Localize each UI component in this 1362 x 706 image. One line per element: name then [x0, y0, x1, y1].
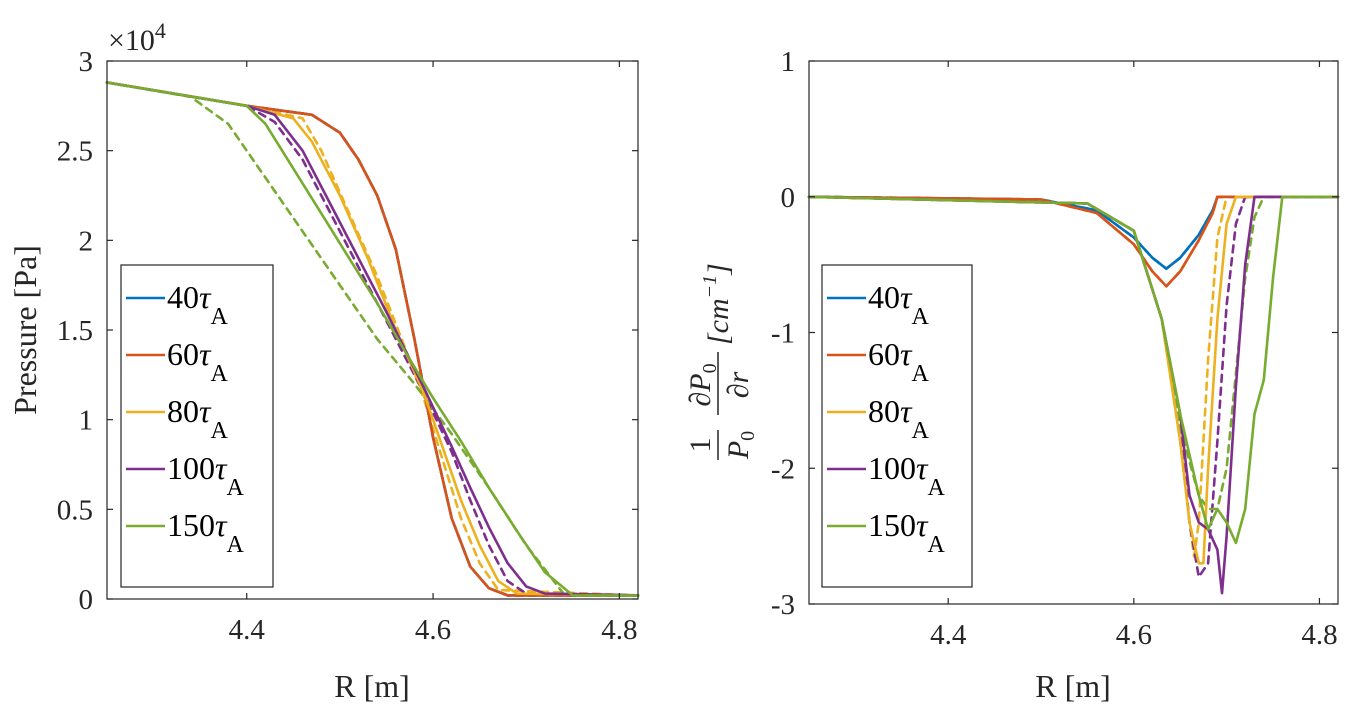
left-y-tick-label: 1: [79, 405, 94, 437]
right-y-tick-label: -3: [771, 589, 795, 621]
left-series-line-150: [105, 81, 640, 597]
right-panel: 4.4 4.6 4.8 -3 -2 -1 0 1 R [m] 1 P0 ∂P0 ∂r [cm−…: [684, 46, 1340, 704]
left-series-line-80-dashed: [105, 81, 640, 597]
right-series-line-80-dashed: [807, 195, 1340, 558]
left-y-tick-label: 0: [79, 584, 94, 616]
right-series-group: [807, 195, 1340, 595]
left-legend-label-150: 150τA: [167, 507, 244, 558]
ylabel-denominator-2: ∂r: [722, 371, 755, 398]
ylabel-numerator: ∂P0: [684, 363, 721, 406]
right-y-tick-label: -2: [771, 453, 795, 485]
left-legend-label-40: 40τA: [167, 279, 228, 330]
left-y-tick-label: 0.5: [57, 494, 93, 526]
left-y-tick-label: 2.5: [57, 136, 93, 168]
left-legend-box: [120, 264, 274, 588]
left-y-axis-label: Pressure [Pa]: [7, 245, 43, 415]
right-series-line-60: [807, 195, 1340, 288]
right-legend: 40τA 60τA 80τA 100τA 150τA: [821, 264, 973, 588]
ylabel-denominator: P0: [722, 431, 759, 460]
right-legend-label-60: 60τA: [868, 336, 929, 387]
left-series-line-100: [105, 81, 640, 597]
left-scale-exponent: ×104: [108, 18, 166, 57]
right-legend-label-150: 150τA: [868, 507, 945, 558]
right-y-axis-label: 1 P0 ∂P0 ∂r [cm−1]: [684, 263, 759, 460]
right-series-line-150-dashed: [807, 195, 1340, 511]
left-legend-label-60: 60τA: [167, 336, 228, 387]
left-series-line-100-dashed: [105, 81, 640, 597]
left-ticks-group: 4.4 4.6 4.8 0 0.5 1 1.5 2 2.5 3: [57, 46, 638, 646]
right-x-axis-label: R [m]: [1035, 668, 1111, 704]
left-x-axis-label: R [m]: [334, 668, 410, 704]
right-y-tick-label: 0: [781, 182, 796, 214]
left-legend-label-80: 80τA: [167, 393, 228, 444]
right-x-tick-label: 4.6: [1116, 619, 1152, 651]
left-series-group: [105, 81, 640, 597]
right-legend-label-80: 80τA: [868, 393, 929, 444]
ylabel-unit: [cm−1]: [699, 263, 735, 345]
left-y-tick-label: 3: [79, 46, 94, 78]
right-ticks-group: 4.4 4.6 4.8 -3 -2 -1 0 1: [771, 46, 1338, 651]
right-y-tick-label: -1: [771, 318, 795, 350]
right-y-tick-label: 1: [781, 46, 796, 78]
right-legend-label-100: 100τA: [868, 450, 945, 501]
left-y-tick-label: 1.5: [57, 315, 93, 347]
right-x-tick-label: 4.4: [930, 619, 967, 651]
right-legend-box: [821, 264, 973, 588]
left-panel: 4.4 4.6 4.8 0 0.5 1 1.5 2 2.5 3 ×104 R [m] Pressu…: [7, 18, 640, 704]
right-x-tick-label: 4.8: [1301, 619, 1337, 651]
right-legend-label-40: 40τA: [868, 279, 929, 330]
left-series-line-60: [105, 81, 640, 597]
left-legend-label-100: 100τA: [167, 450, 244, 501]
right-series-line-150: [807, 195, 1340, 545]
left-y-tick-label: 2: [79, 225, 94, 257]
ylabel-one: 1: [684, 438, 717, 453]
left-series-line-150-dashed: [105, 81, 640, 597]
left-x-tick-label: 4.4: [229, 614, 266, 646]
left-legend: 40τA 60τA 80τA 100τA 150τA: [120, 264, 274, 588]
left-x-tick-label: 4.6: [415, 614, 451, 646]
left-x-tick-label: 4.8: [601, 614, 637, 646]
